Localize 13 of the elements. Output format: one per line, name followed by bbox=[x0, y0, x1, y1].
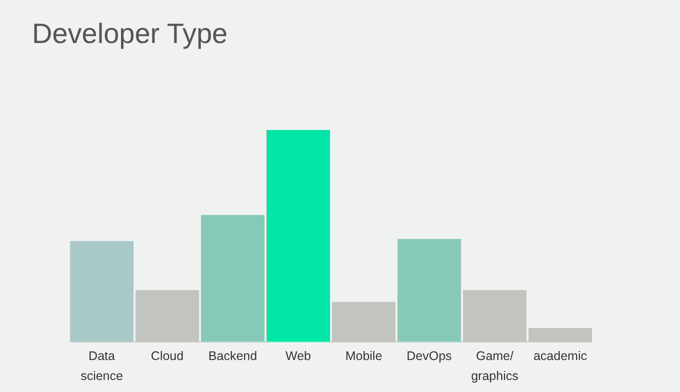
x-tick-label: academic bbox=[533, 349, 587, 363]
chart-title: Developer Type bbox=[32, 18, 228, 49]
bar bbox=[200, 215, 265, 342]
bar bbox=[266, 130, 330, 342]
x-tick-label: Game/graphics bbox=[471, 349, 518, 383]
bar bbox=[397, 238, 462, 342]
x-tick-label: DevOps bbox=[406, 349, 452, 363]
x-tick-label: Backend bbox=[208, 349, 258, 363]
x-tick-label: Mobile bbox=[345, 349, 382, 363]
x-tick-label: Cloud bbox=[150, 349, 184, 363]
bar bbox=[70, 241, 134, 342]
x-tick-label: Data science bbox=[80, 349, 123, 383]
x-tick-label: Web bbox=[286, 349, 312, 363]
